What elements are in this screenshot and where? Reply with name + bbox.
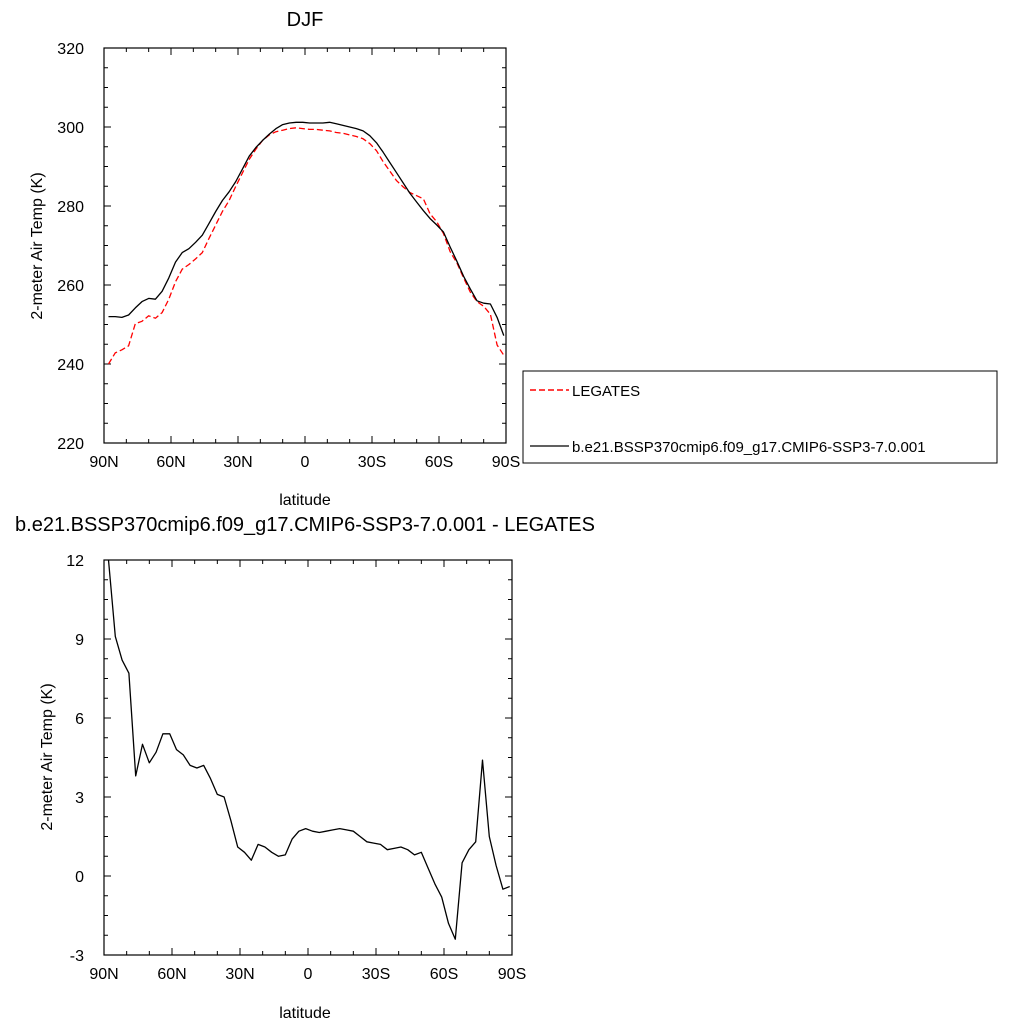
- bottom-ytick-label: 0: [75, 869, 84, 886]
- bottom-xtick-label: 30S: [362, 966, 390, 983]
- top-ytick-label: 240: [57, 357, 84, 374]
- bottom-ytick-label: 12: [66, 553, 84, 570]
- top-xlabel: latitude: [279, 492, 331, 509]
- bottom-xtick-label: 90N: [89, 966, 118, 983]
- legend-box: [522, 370, 998, 464]
- top-xtick-label: 60S: [425, 454, 453, 471]
- bottom-xtick-label: 30N: [225, 966, 254, 983]
- top-ytick-label: 260: [57, 278, 84, 295]
- top-series-lines: [107, 121, 505, 365]
- bottom-xlabel: latitude: [279, 1005, 331, 1022]
- bottom-plot-frame: [103, 559, 513, 956]
- bottom-xtick-label: 60S: [430, 966, 458, 983]
- top-ytick-label: 280: [57, 199, 84, 216]
- top-legates-line: [107, 127, 505, 365]
- bottom-ytick-label: 9: [75, 632, 84, 649]
- top-xtick-label: 90N: [89, 454, 118, 471]
- bottom-difference-line: [107, 559, 510, 940]
- bottom-ytick-label: 6: [75, 711, 84, 728]
- bottom-xtick-label: 60N: [157, 966, 186, 983]
- bottom-ytick-label: -3: [70, 948, 84, 965]
- top-plot-frame: [103, 47, 507, 444]
- difference-panel: b.e21.BSSP370cmip6.f09_g17.CMIP6-SSP3-7.…: [15, 514, 595, 1022]
- top-xtick-label: 60N: [156, 454, 185, 471]
- top-model-line: [108, 121, 505, 336]
- top-ytick-label: 300: [57, 120, 84, 137]
- top-ytick-label: 320: [57, 41, 84, 58]
- top-xtick-label: 0: [301, 454, 310, 471]
- top-xtick-label: 30S: [358, 454, 386, 471]
- bottom-ylabel: 2-meter Air Temp (K): [39, 683, 56, 830]
- bottom-xtick-label: 0: [304, 966, 313, 983]
- top-xtick-label: 90S: [492, 454, 520, 471]
- bottom-ytick-label: 3: [75, 790, 84, 807]
- bottom-series-lines: [107, 559, 510, 940]
- top-ytick-label: 220: [57, 436, 84, 453]
- legend-label-model: b.e21.BSSP370cmip6.f09_g17.CMIP6-SSP3-7.…: [572, 439, 926, 456]
- bottom-title: b.e21.BSSP370cmip6.f09_g17.CMIP6-SSP3-7.…: [15, 514, 595, 536]
- bottom-xtick-label: 90S: [498, 966, 526, 983]
- top-xtick-label: 30N: [223, 454, 252, 471]
- top-axis-ticks: 90N 60N 30N 0 30S 60S 90S 220 240 260 280 300 320: [57, 41, 520, 471]
- top-ylabel: 2-meter Air Temp (K): [29, 172, 46, 319]
- legend-label-legates: LEGATES: [572, 383, 640, 400]
- legend: LEGATES b.e21.BSSP370cmip6.f09_g17.CMIP6…: [522, 370, 998, 464]
- temperature-panel: DJF 2-meter Air Temp (K) latitude 90N 60N…: [29, 9, 520, 509]
- top-title: DJF: [287, 9, 324, 31]
